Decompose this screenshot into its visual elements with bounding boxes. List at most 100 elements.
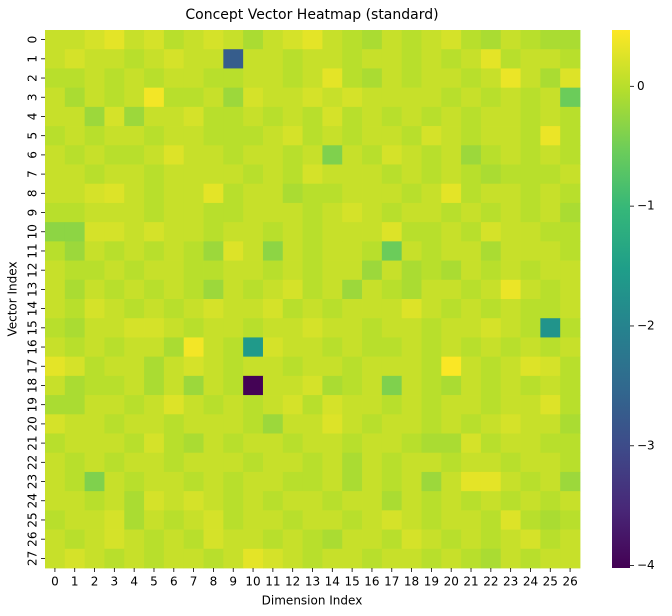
heatmap-cell (441, 356, 462, 377)
y-tick-label: 11 (26, 243, 40, 258)
y-tick-label: 19 (26, 397, 40, 412)
heatmap-cell (441, 299, 462, 319)
y-tick-label: 22 (26, 455, 40, 470)
y-tick-label: 1 (26, 55, 40, 63)
heatmap-cell (322, 510, 343, 530)
heatmap-cell (381, 318, 403, 338)
heatmap-cell (45, 510, 66, 530)
heatmap-cell (124, 279, 145, 300)
heatmap-cell (104, 414, 125, 434)
heatmap-cell (203, 279, 224, 300)
heatmap-cell (163, 241, 185, 261)
heatmap-cell (401, 471, 422, 492)
heatmap-cell (362, 260, 383, 281)
heatmap-cell (183, 529, 204, 550)
heatmap-cell (163, 183, 185, 204)
heatmap-cell (461, 337, 482, 358)
heatmap-cell (500, 356, 521, 377)
heatmap-cell (500, 433, 521, 454)
y-tick-label: 23 (26, 474, 40, 489)
heatmap-cell (262, 548, 284, 569)
heatmap-cell (223, 183, 244, 204)
heatmap-cell (243, 510, 264, 530)
heatmap-cell (183, 241, 204, 261)
heatmap-cell (540, 491, 561, 511)
heatmap-cell (262, 299, 284, 319)
heatmap-cell (243, 126, 264, 146)
heatmap-cell (441, 260, 462, 281)
heatmap-cell (302, 452, 323, 473)
heatmap-cell (560, 106, 581, 127)
heatmap-cell (540, 87, 561, 108)
heatmap-cell (203, 222, 224, 242)
heatmap-cell (243, 202, 264, 223)
heatmap-cell (243, 548, 264, 569)
heatmap-cell (342, 510, 363, 530)
heatmap-cell (84, 356, 105, 377)
heatmap-cell (124, 126, 145, 146)
heatmap-cell (381, 299, 403, 319)
heatmap-cell (381, 202, 403, 223)
heatmap-cell (84, 375, 105, 396)
heatmap-cell (223, 222, 244, 242)
heatmap-cell (64, 337, 86, 358)
heatmap-cell (480, 87, 502, 108)
heatmap-cell (104, 471, 125, 492)
heatmap-cell (282, 548, 303, 569)
heatmap-cell (104, 529, 125, 550)
heatmap-cell (421, 183, 442, 204)
heatmap-cell (124, 87, 145, 108)
heatmap-cell (520, 106, 541, 127)
heatmap-cell (84, 241, 105, 261)
heatmap-cell (540, 414, 561, 434)
heatmap-cell (401, 395, 422, 415)
heatmap-cell (480, 30, 502, 50)
heatmap-cell (144, 202, 165, 223)
heatmap-cell (362, 126, 383, 146)
heatmap-cell (362, 106, 383, 127)
heatmap-cell (84, 529, 105, 550)
heatmap-cell (223, 145, 244, 165)
heatmap-cell (480, 414, 502, 434)
heatmap-cell (302, 87, 323, 108)
heatmap-cell (441, 49, 462, 69)
heatmap-cell (183, 68, 204, 89)
y-axis-label: Vector Index (6, 261, 20, 336)
heatmap-cell (262, 414, 284, 434)
heatmap-cell (243, 414, 264, 434)
heatmap-cell (302, 529, 323, 550)
heatmap-cell (421, 202, 442, 223)
heatmap-cell (540, 49, 561, 69)
heatmap-cell (461, 356, 482, 377)
y-tick-label: 9 (26, 209, 40, 217)
heatmap-cell (223, 49, 244, 69)
heatmap-cell (163, 49, 185, 69)
heatmap-cell (421, 145, 442, 165)
heatmap-cell (144, 279, 165, 300)
heatmap-cell (163, 356, 185, 377)
heatmap-cell (104, 375, 125, 396)
heatmap-cell (322, 183, 343, 204)
heatmap-cell (104, 548, 125, 569)
heatmap-cell (163, 202, 185, 223)
heatmap-cell (302, 375, 323, 396)
heatmap-cell (362, 145, 383, 165)
heatmap-cell (64, 126, 86, 146)
heatmap-cell (45, 183, 66, 204)
x-tick-label: 15 (344, 575, 359, 589)
heatmap-cell (560, 414, 581, 434)
heatmap-cell (302, 106, 323, 127)
heatmap-cell (520, 87, 541, 108)
heatmap-cell (342, 318, 363, 338)
heatmap-cell (223, 106, 244, 127)
heatmap-cell (302, 279, 323, 300)
heatmap-cell (342, 395, 363, 415)
heatmap-cell (540, 452, 561, 473)
heatmap-cell (342, 106, 363, 127)
heatmap-cell (282, 529, 303, 550)
heatmap-cell (322, 49, 343, 69)
x-tick-label: 19 (424, 575, 439, 589)
heatmap-cell (104, 241, 125, 261)
heatmap-cell (322, 145, 343, 165)
heatmap-cell (163, 164, 185, 185)
